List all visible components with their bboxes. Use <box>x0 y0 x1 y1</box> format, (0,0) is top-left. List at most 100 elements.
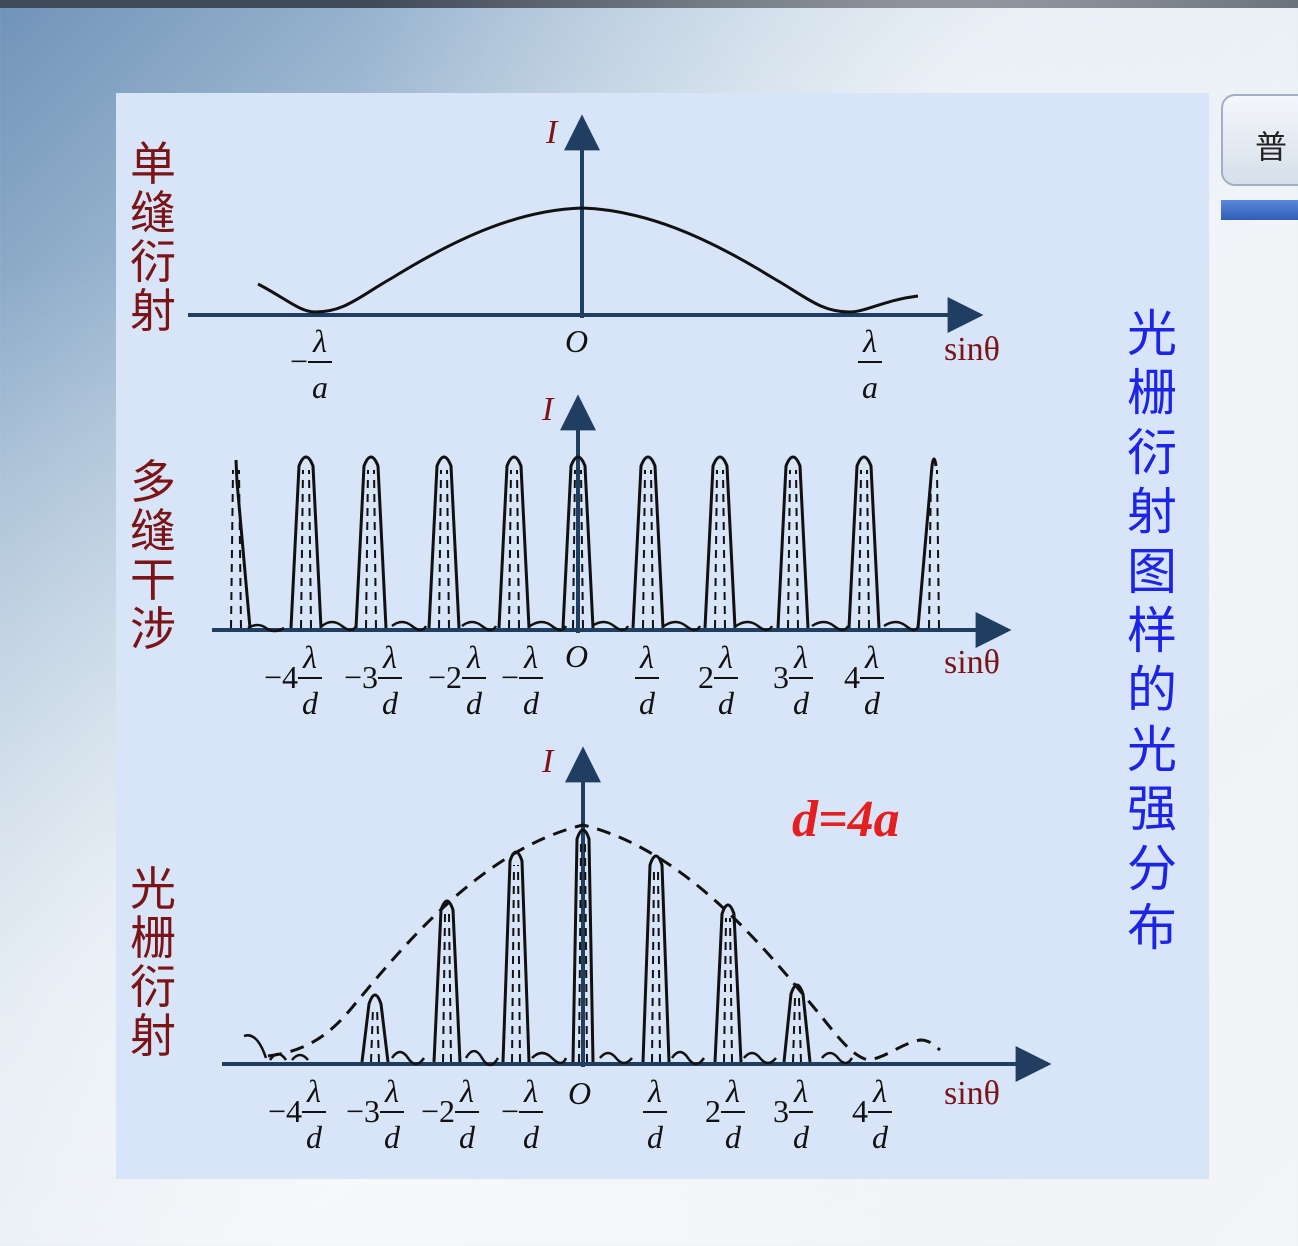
multi-y-label: I <box>541 391 555 428</box>
multi-peak-dash-5 <box>572 469 584 629</box>
multi-tick-num-2: λ <box>466 639 481 675</box>
multi-tick-den-4: d <box>639 685 656 721</box>
grating-peak-0 <box>360 993 390 1063</box>
multi-tick-den-1: d <box>382 685 399 721</box>
grating-tick-coef-7: 4 <box>852 1093 868 1129</box>
multi-tick-num-3: λ <box>523 639 538 675</box>
single-y-label: I <box>545 114 559 151</box>
multi-tick-coef-6: 3 <box>773 659 789 695</box>
grating-tick-num-7: λ <box>872 1073 887 1109</box>
grating-tick-den-7: d <box>872 1119 889 1155</box>
grating-tick-coef-0: −4 <box>268 1093 302 1129</box>
multi-x-label: sinθ <box>944 644 1000 681</box>
multi-peak-4 <box>497 455 531 629</box>
multi-tick-coef-7: 4 <box>844 659 860 695</box>
multi-peak-3 <box>427 455 461 629</box>
multi-peak-dash-3 <box>438 469 450 629</box>
grating-y-label: I <box>541 743 555 780</box>
grating-tick-coef-3: − <box>501 1093 519 1129</box>
grating-peak-dash-5 <box>723 917 733 1063</box>
grating-tick-num-0: λ <box>306 1073 321 1109</box>
multi-tick-num-5: λ <box>718 639 733 675</box>
grating-peaks <box>360 828 812 1063</box>
multi-tick-1: −3λd <box>344 639 402 721</box>
multi-tick-coef-1: −3 <box>344 659 378 695</box>
multi-peak-dash-4 <box>508 469 520 629</box>
side-nav-bar <box>1221 200 1298 220</box>
side-nav-tab-label: 普 <box>1255 128 1288 166</box>
multi-peak-dash-2 <box>365 469 377 629</box>
grating-tick-den-2: d <box>459 1119 476 1155</box>
multi-peak-0 <box>234 459 252 629</box>
grating-tick-7: 4λd <box>852 1073 892 1155</box>
grating-peak-2 <box>501 850 531 1063</box>
multi-tick-7: 4λd <box>844 639 884 721</box>
single-origin-label: O <box>565 323 588 359</box>
multi-peak-10 <box>916 457 938 629</box>
single-tick-num-0: λ <box>312 323 327 359</box>
grating-side-ripples <box>243 1034 854 1067</box>
multi-peak-6 <box>631 455 665 629</box>
single-tick-num-1: λ <box>862 323 877 359</box>
diagram-panel <box>116 93 1209 1179</box>
multi-tick-5: 2λd <box>698 639 738 721</box>
grating-peak-3 <box>571 828 595 1063</box>
multi-tick-coef-2: −2 <box>428 659 462 695</box>
single-tick-0: −λa <box>290 323 332 405</box>
multi-peak-2 <box>354 455 388 629</box>
grating-peak-1 <box>432 899 462 1063</box>
multi-tick-0: −4λd <box>264 639 322 721</box>
grating-tick-coef-5: 2 <box>705 1093 721 1129</box>
grating-tick-num-5: λ <box>725 1073 740 1109</box>
multi-tick-den-7: d <box>864 685 881 721</box>
multi-peak-dash-1 <box>300 469 312 629</box>
grating-tick-num-6: λ <box>793 1073 808 1109</box>
multi-peak-9 <box>847 455 881 629</box>
multi-peak-7 <box>703 455 737 629</box>
row-label-single-slit: 单缝衍射 <box>130 137 176 338</box>
multi-tick-6: 3λd <box>773 639 813 721</box>
multi-tick-coef-3: − <box>501 659 519 695</box>
single-tick-1: λa <box>858 323 882 405</box>
single-tick-labels: −λa λa <box>290 323 882 405</box>
grating-peak-dash-3 <box>578 842 588 1063</box>
grating-peak-dash-6 <box>792 997 802 1063</box>
grating-tick-1: −3λd <box>346 1073 404 1155</box>
grating-x-label: sinθ <box>944 1075 1000 1112</box>
grating-tick-coef-6: 3 <box>773 1093 789 1129</box>
multi-tick-den-3: d <box>523 685 540 721</box>
multi-peak-dash-10 <box>928 469 940 629</box>
grating-tick-4: λd <box>643 1073 667 1155</box>
grating-peak-5 <box>713 903 743 1063</box>
single-slit-curve <box>257 206 919 314</box>
grating-peak-dash-0 <box>370 1007 380 1063</box>
multi-peak-1 <box>289 455 323 629</box>
multi-tick-coef-0: −4 <box>264 659 298 695</box>
multi-peak-dash-7 <box>714 469 726 629</box>
grating-tick-den-4: d <box>647 1119 664 1155</box>
multi-tick-coef-5: 2 <box>698 659 714 695</box>
multi-peak-dash-8 <box>787 469 799 629</box>
multi-tick-den-2: d <box>466 685 483 721</box>
grating-tick-den-1: d <box>384 1119 401 1155</box>
grating-peak-dash-4 <box>651 868 661 1063</box>
grating-tick-num-2: λ <box>459 1073 474 1109</box>
grating-tick-coef-2: −2 <box>421 1093 455 1129</box>
grating-tick-den-3: d <box>523 1119 540 1155</box>
multi-tick-num-1: λ <box>382 639 397 675</box>
multi-tick-3: −λd <box>501 639 543 721</box>
side-nav-tab[interactable]: 普 <box>1221 94 1298 186</box>
grating-tick-num-3: λ <box>523 1073 538 1109</box>
multi-side-ripples <box>247 620 920 633</box>
grating-tick-2: −2λd <box>421 1073 479 1155</box>
multi-tick-num-4: λ <box>639 639 654 675</box>
grating-peak-dash-2 <box>511 864 521 1063</box>
multi-tick-4: λd <box>635 639 659 721</box>
grating-tick-0: −4λd <box>268 1073 326 1155</box>
multi-tick-den-5: d <box>718 685 735 721</box>
row-label-multi-slit: 多缝干涉 <box>130 455 176 656</box>
multi-peak-5 <box>561 455 595 629</box>
multi-tick-num-0: λ <box>302 639 317 675</box>
